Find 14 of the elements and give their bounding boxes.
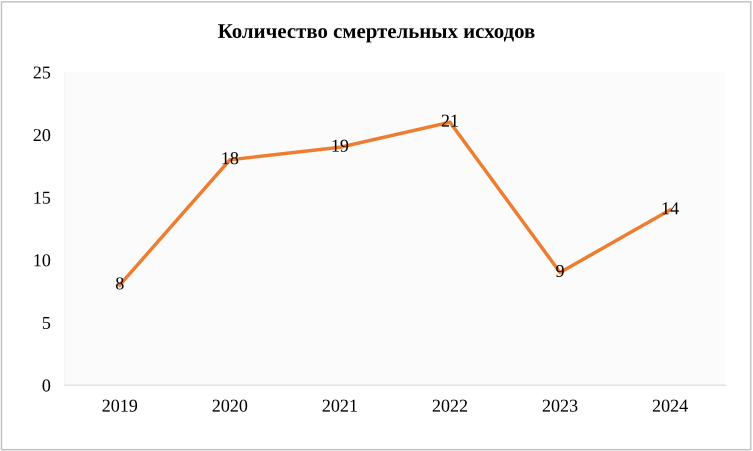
- y-tick-label: 20: [34, 129, 50, 142]
- x-tick-label: 2022: [432, 400, 468, 412]
- x-tick-label: 2021: [322, 400, 357, 412]
- y-tick-label: 5: [42, 316, 50, 329]
- x-tick-label: 2024: [652, 400, 688, 412]
- y-tick-label: 0: [42, 379, 50, 392]
- y-tick-label: 15: [34, 192, 50, 204]
- chart-title: Количество смертельных исходов: [218, 24, 535, 42]
- y-tick-label: 10: [34, 254, 50, 266]
- x-tick-label: 2023: [542, 400, 578, 412]
- y-tick-label: 25: [34, 66, 50, 79]
- x-tick-label: 2019: [102, 400, 138, 412]
- x-tick-label: 2020: [212, 400, 248, 412]
- data-label: 14: [662, 202, 679, 214]
